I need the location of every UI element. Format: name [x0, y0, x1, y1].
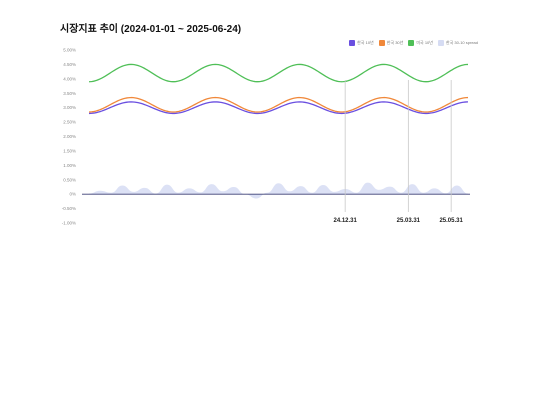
chart-legend: 한국 10년 한국 30년 미국 10년 한국 30-10 spread — [349, 40, 478, 46]
marker-label-2: 25.03.31 — [397, 218, 421, 224]
y-tick-label: 4.00% — [63, 76, 76, 81]
marker-label-1: 24.12.31 — [333, 218, 357, 224]
marker-label-3: 25.05.31 — [439, 218, 463, 224]
y-tick-label: 1.00% — [63, 163, 76, 168]
y-tick-label: -0.50% — [62, 206, 76, 211]
legend-swatch — [349, 40, 356, 46]
y-tick-label: 1.50% — [63, 148, 76, 153]
y-tick-label: 4.50% — [63, 62, 76, 67]
y-tick-label: 0% — [69, 192, 76, 197]
y-tick-label: 2.00% — [63, 134, 76, 139]
legend-swatch — [437, 40, 444, 46]
line-layer — [88, 63, 469, 115]
y-tick-label: -1.00% — [62, 221, 76, 226]
y-tick-label: 0.50% — [63, 177, 76, 182]
series-line-2 — [88, 96, 469, 113]
y-tick-label: 5.00% — [63, 48, 76, 53]
legend-swatch — [378, 40, 385, 46]
marker-layer: 24.12.31 25.03.31 25.05.31 — [333, 80, 463, 224]
legend-label: 한국 30년 — [386, 40, 404, 45]
y-tick-label: 3.00% — [63, 105, 76, 110]
legend-label: 한국 30-10 spread — [445, 40, 478, 45]
legend-item-3[interactable]: 미국 10년 — [408, 40, 433, 46]
legend-swatch — [408, 40, 415, 46]
y-axis: -1.00% -0.50% 0% 0.50% 1.00% 1.50% 2.00% 2.50% 3… — [62, 48, 76, 226]
series-line-1 — [88, 101, 469, 115]
area-layer — [82, 182, 470, 199]
legend-item-1[interactable]: 한국 10년 — [349, 40, 374, 46]
legend-label: 한국 10년 — [357, 40, 374, 45]
y-tick-label: 2.50% — [63, 120, 76, 125]
series-line-3 — [88, 63, 469, 83]
legend-label: 미국 10년 — [416, 40, 433, 45]
series-area-spread — [89, 182, 468, 199]
y-tick-label: 3.50% — [63, 91, 76, 96]
page-title: 시장지표 추이 (2024-01-01 ~ 2025-06-24) — [60, 24, 242, 35]
legend-item-4[interactable]: 한국 30-10 spread — [437, 40, 478, 46]
legend-item-2[interactable]: 한국 30년 — [378, 40, 404, 46]
